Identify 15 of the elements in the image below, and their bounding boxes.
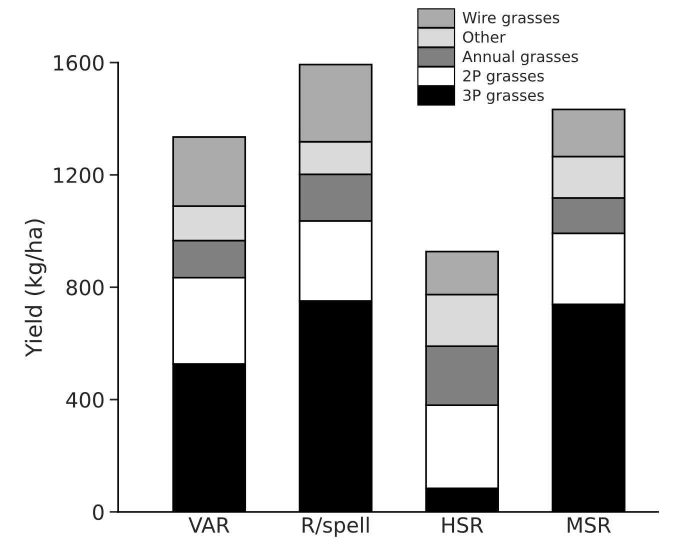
y-tick-label: 1600 xyxy=(54,55,104,71)
legend-label: 3P grasses xyxy=(463,89,544,104)
legend-label: Annual grasses xyxy=(462,50,578,66)
y-tick-label: 0 xyxy=(93,504,104,520)
legend-label: Other xyxy=(463,30,506,43)
x-tick-label: VAR xyxy=(188,517,230,533)
x-tick-label: R/spell xyxy=(302,516,369,537)
y-tick-label: 400 xyxy=(66,392,104,408)
legend-label: 2P grasses xyxy=(463,70,544,85)
x-tick-label: HSR xyxy=(442,517,484,533)
legend-label: Wire grasses xyxy=(462,12,560,26)
y-tick-label: 800 xyxy=(66,280,104,296)
y-tick-label: 1200 xyxy=(54,167,104,184)
y-axis-title: Yield (kg/ha) xyxy=(24,219,46,358)
x-tick-label: MSR xyxy=(568,517,611,533)
